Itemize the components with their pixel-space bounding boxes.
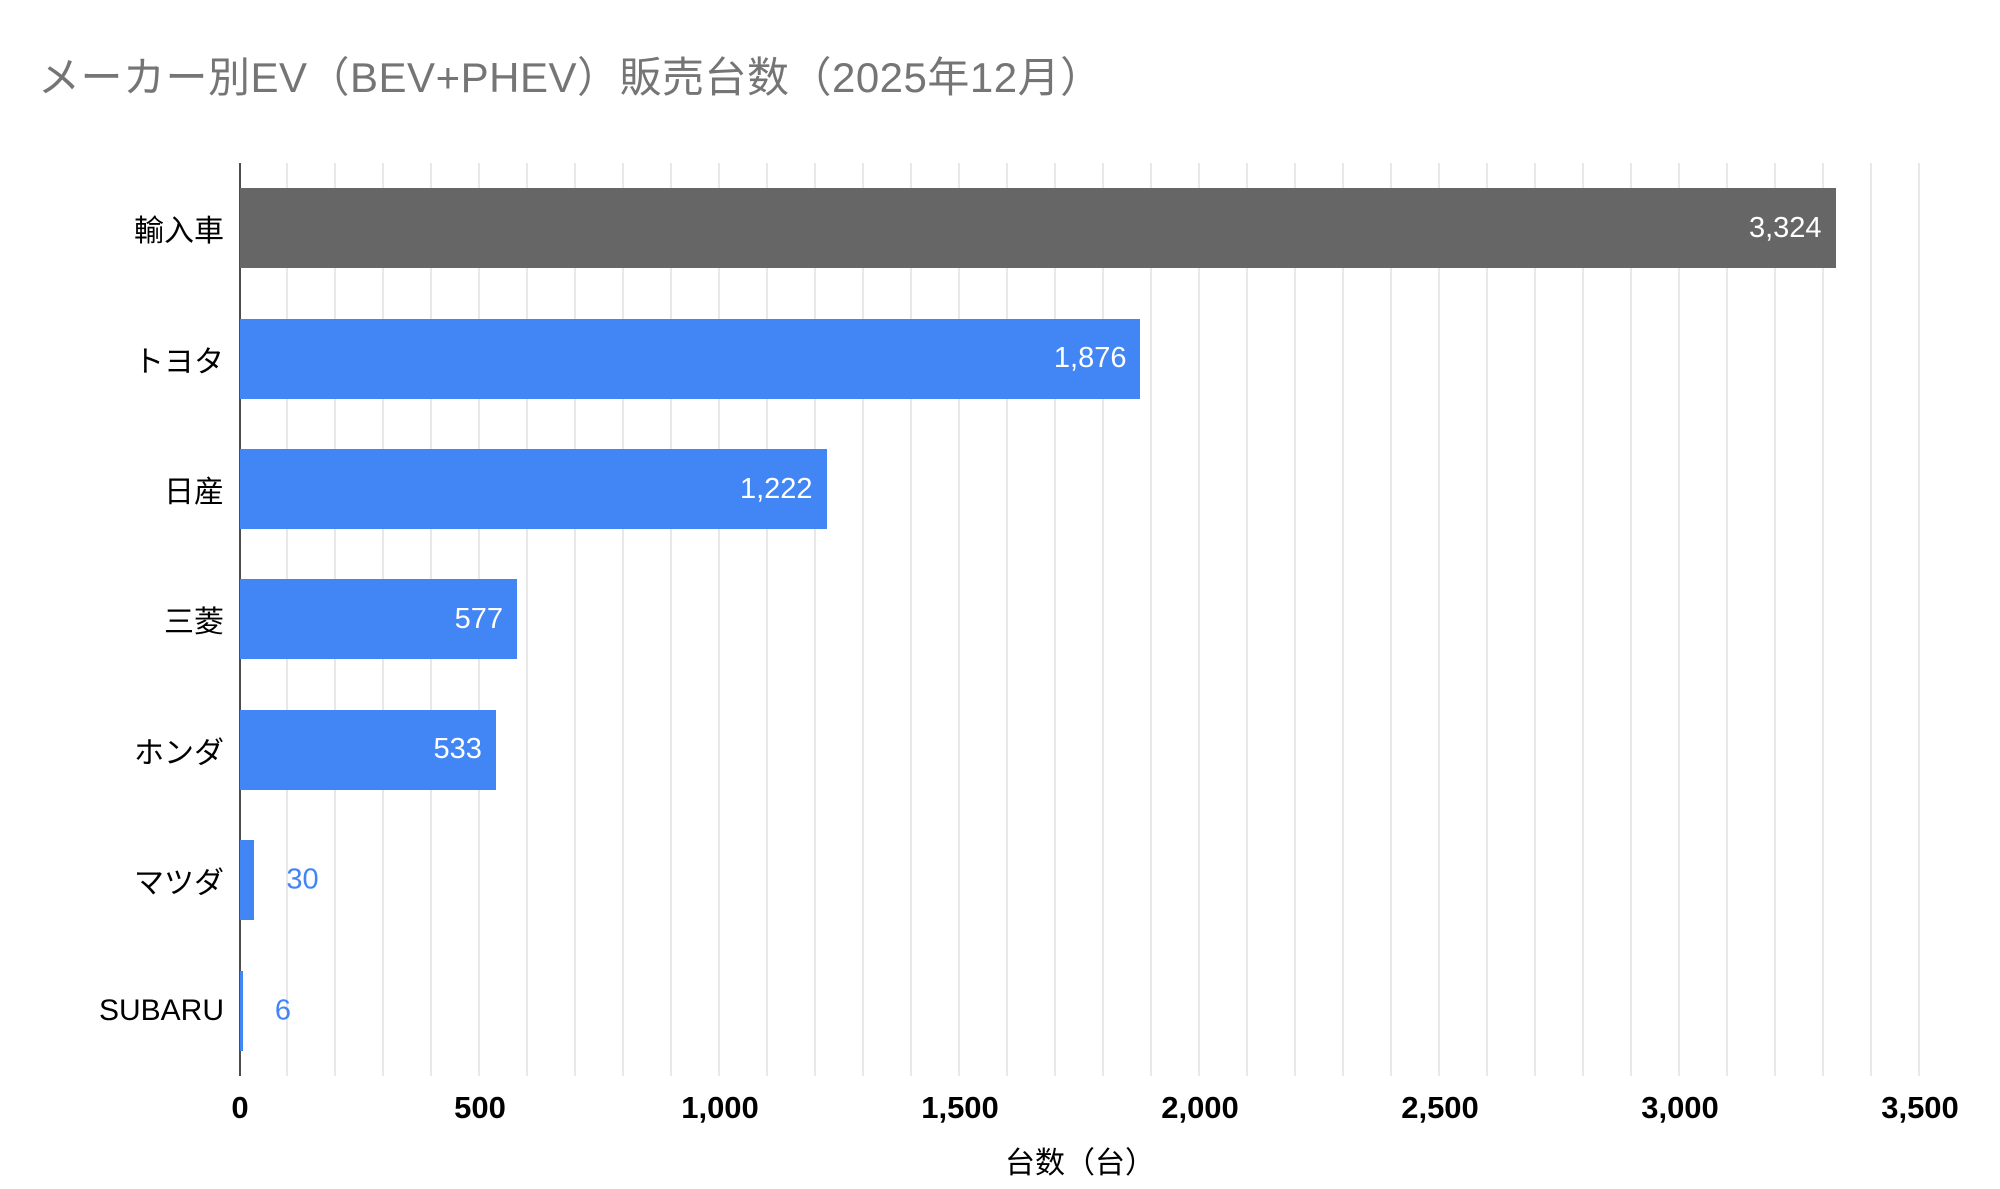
bar-row: 三菱 577 xyxy=(0,554,1920,684)
bar-track: 577 xyxy=(240,554,1920,684)
bar-row: ホンダ 533 xyxy=(0,685,1920,815)
bar-row: トヨタ 1,876 xyxy=(0,293,1920,423)
category-label: マツダ xyxy=(134,867,224,901)
bar-row: 日産 1,222 xyxy=(0,424,1920,554)
category-label: 輸入車 xyxy=(134,215,224,249)
category-label: ホンダ xyxy=(134,736,224,770)
bar: 533 xyxy=(240,709,496,790)
x-tick-label: 1,500 xyxy=(921,1090,999,1125)
category-label: 三菱 xyxy=(164,606,224,640)
x-tick-label: 2,000 xyxy=(1161,1090,1239,1125)
x-axis-ticks: 0 500 1,000 1,500 2,000 2,500 3,000 3,500 xyxy=(231,1090,1958,1130)
x-tick-label: 0 xyxy=(231,1090,249,1125)
value-label: 30 xyxy=(286,863,319,896)
bar-track: 1,876 xyxy=(240,293,1920,423)
bar-row: 輸入車 3,324 xyxy=(0,163,1920,293)
bar-track: 6 xyxy=(240,946,1920,1076)
value-label: 1,222 xyxy=(739,472,813,505)
bar: 1,222 xyxy=(240,449,827,530)
x-tick-label: 2,500 xyxy=(1401,1090,1479,1125)
x-tick-label: 500 xyxy=(454,1090,506,1125)
chart-title: メーカー別EV（BEV+PHEV）販売台数（2025年12月） xyxy=(38,54,1103,101)
bar xyxy=(240,840,255,921)
value-label: 6 xyxy=(274,994,292,1027)
x-tick-label: 1,000 xyxy=(681,1090,759,1125)
category-label: SUBARU xyxy=(98,993,224,1027)
bar-track: 3,324 xyxy=(240,163,1920,293)
x-axis-title: 台数（台） xyxy=(1005,1147,1155,1180)
bar: 577 xyxy=(240,579,517,660)
bar-row: SUBARU 6 xyxy=(0,946,1920,1076)
bar-track: 533 xyxy=(240,685,1920,815)
value-label: 3,324 xyxy=(1748,211,1822,244)
bar: 3,324 xyxy=(240,188,1836,269)
category-label: トヨタ xyxy=(134,345,224,379)
value-label: 577 xyxy=(454,602,503,635)
x-tick-label: 3,000 xyxy=(1641,1090,1719,1125)
value-label: 1,876 xyxy=(1053,342,1127,375)
bar-rows: 輸入車 3,324 トヨタ 1,876 日産 1,222 三菱 577 ホンダ 533 マツダ 30 S… xyxy=(0,163,1920,1076)
bar-row: マツダ 30 xyxy=(0,815,1920,945)
bar xyxy=(240,970,243,1051)
plot-area-gridlines xyxy=(240,163,1920,1076)
category-label: 日産 xyxy=(164,476,224,510)
bar-track: 30 xyxy=(240,815,1920,945)
bar-track: 1,222 xyxy=(240,424,1920,554)
x-tick-label: 3,500 xyxy=(1881,1090,1959,1125)
value-label: 533 xyxy=(433,733,482,766)
bar: 1,876 xyxy=(240,318,1141,399)
